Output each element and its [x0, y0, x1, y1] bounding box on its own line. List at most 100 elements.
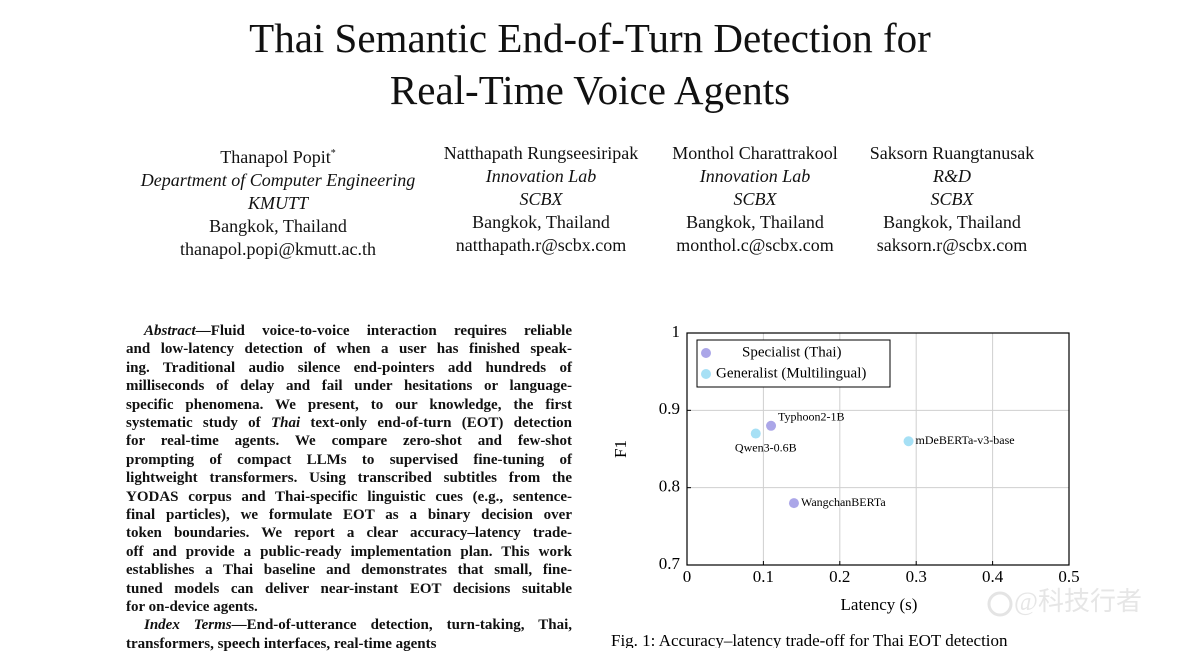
author-block: Thanapol Popit* Department of Computer En…: [138, 142, 418, 261]
abstract-text: final particles), we formulate EOT as a …: [126, 507, 572, 523]
author-department: Innovation Lab: [485, 166, 597, 186]
abstract-text: prompting of compact LLMs to supervised …: [126, 451, 572, 468]
data-point: [788, 498, 799, 509]
author-name-text: Monthol Charattrakool: [672, 143, 838, 163]
author-block: Monthol Charattrakool Innovation Lab SCBX B…: [615, 142, 895, 257]
plot-frame: [686, 332, 1070, 566]
x-tick-label: 0: [683, 567, 692, 586]
abstract-line: prompting of compact LLMs to supervised …: [126, 451, 572, 469]
author-block: Saksorn Ruangtanusak R&D SCBX Bangkok, Thai…: [812, 142, 1092, 257]
abstract-line: token boundaries. We report a clear accu…: [126, 524, 572, 542]
x-tick-label: 0.5: [1058, 567, 1079, 586]
index-terms-label: Index Terms: [144, 617, 232, 634]
y-tick-label: 0.7: [659, 554, 681, 573]
author-location: Bangkok, Thailand: [209, 216, 347, 236]
abstract-text: text-only end-of-turn (EOT) detection: [300, 415, 572, 431]
legend-marker: [701, 348, 711, 358]
abstract-line: for on-device agents.: [126, 598, 572, 616]
point-label: Qwen3-0.6B: [735, 440, 797, 454]
legend-label: Specialist (Thai): [742, 344, 842, 360]
legend-marker: [701, 369, 711, 379]
abstract-line: establishes a Thai baseline and demonstr…: [126, 561, 572, 579]
author-name: Saksorn Ruangtanusak: [812, 142, 1092, 165]
abstract-text: lightweight transformers. Using transcri…: [126, 470, 572, 487]
abstract-text: off and provide a public-ready implement…: [126, 543, 572, 560]
abstract-line: YODAS corpus and Thai-specific linguisti…: [126, 488, 572, 506]
y-axis-label: F1: [611, 440, 630, 458]
legend-label: Generalist (Multilingual): [716, 365, 866, 381]
abstract-text: for on-device agents.: [126, 599, 258, 615]
abstract-line: tuned models can deliver near-instant EO…: [126, 580, 572, 598]
point-label: WangchanBERTa: [801, 495, 886, 509]
author-location: Bangkok, Thailand: [472, 212, 610, 232]
y-tick-label: 0.8: [659, 477, 680, 496]
author-email: saksorn.r@scbx.com: [876, 235, 1028, 255]
abstract-line: milliseconds of delay and fail under hes…: [126, 377, 572, 395]
y-tick-label: 0.9: [659, 399, 680, 418]
data-point: [766, 420, 777, 431]
abstract-text: token boundaries. We report a clear accu…: [126, 525, 572, 542]
abstract-text: establishes a Thai baseline and demonstr…: [126, 562, 572, 579]
author-org: SCBX: [519, 189, 563, 209]
author-org: SCBX: [733, 189, 777, 209]
index-terms-text: —End-of-utterance detection, turn-taking…: [231, 617, 572, 634]
abstract-line: systematic study of Thai text-only end-o…: [126, 414, 572, 432]
abstract-text: and low-latency detection of when a user…: [126, 341, 572, 358]
author-org: SCBX: [930, 189, 974, 209]
abstract-line: and low-latency detection of when a user…: [126, 340, 572, 358]
abstract-text: tuned models can deliver near-instant EO…: [126, 580, 572, 597]
abstract-text: for real-time agents. We compare zero-sh…: [126, 433, 572, 450]
abstract-line: for real-time agents. We compare zero-sh…: [126, 432, 572, 450]
abstract-line: final particles), we formulate EOT as a …: [126, 506, 572, 524]
y-tick-label: 1: [672, 322, 681, 341]
abstract-line: off and provide a public-ready implement…: [126, 543, 572, 561]
author-location: Bangkok, Thailand: [883, 212, 1021, 232]
abstract-line: ing. Traditional audio silence end-point…: [126, 359, 572, 377]
author-mark: *: [330, 148, 336, 159]
author-department: R&D: [933, 166, 971, 186]
x-tick-label: 0.3: [906, 567, 927, 586]
x-tick-label: 0.1: [753, 567, 774, 586]
point-label: Typhoon2-1B: [778, 410, 845, 424]
author-name-text: Natthapath Rungseesiripak: [443, 143, 639, 163]
abstract-text: Thai: [270, 415, 301, 431]
author-email: natthapath.r@scbx.com: [455, 235, 627, 255]
abstract-text: ing. Traditional audio silence end-point…: [126, 359, 572, 376]
author-org: KMUTT: [247, 193, 309, 213]
watermark: @科技行者: [1014, 587, 1142, 616]
abstract-line: lightweight transformers. Using transcri…: [126, 469, 572, 487]
author-name-text: Saksorn Ruangtanusak: [869, 143, 1035, 163]
x-tick-label: 0.4: [982, 567, 1004, 586]
author-name-text: Thanapol Popit: [220, 147, 331, 167]
abstract-label: Abstract: [144, 323, 196, 339]
x-axis-label: Latency (s): [841, 595, 918, 614]
abstract-line: specific phenomena. We present, to our k…: [126, 396, 572, 414]
paper-title: Thai Semantic End-of-Turn Detection for: [249, 15, 931, 61]
abstract-line: Abstract—Fluid voice-to-voice interactio…: [144, 322, 572, 340]
index-terms-line: Index Terms—End-of-utterance detection, …: [144, 616, 572, 634]
x-tick-label: 0.2: [829, 567, 850, 586]
author-location: Bangkok, Thailand: [686, 212, 824, 232]
paper-title: Real-Time Voice Agents: [389, 67, 791, 113]
author-email: thanapol.popi@kmutt.ac.th: [179, 239, 377, 259]
data-point: [903, 436, 914, 447]
author-name: Natthapath Rungseesiripak: [401, 142, 681, 165]
abstract-text: YODAS corpus and Thai-specific linguisti…: [126, 488, 572, 505]
abstract-text: milliseconds of delay and fail under hes…: [126, 378, 572, 395]
author-name: Thanapol Popit*: [138, 142, 418, 169]
author-department: Innovation Lab: [699, 166, 811, 186]
data-point: [750, 428, 761, 439]
abstract-text: specific phenomena. We present, to our k…: [126, 396, 572, 413]
author-department: Department of Computer Engineering: [140, 170, 416, 190]
legend-box: [696, 339, 891, 388]
point-label: mDeBERTa-v3-base: [916, 433, 1015, 447]
author-block: Natthapath Rungseesiripak Innovation Lab S…: [401, 142, 681, 257]
abstract-text: —Fluid voice-to-voice interaction requir…: [195, 323, 572, 339]
author-name: Monthol Charattrakool: [615, 142, 895, 165]
watermark-icon: [987, 591, 1013, 617]
figure-caption: Fig. 1: Accuracy–latency trade-off for T…: [611, 631, 1008, 648]
abstract-text: systematic study of: [126, 415, 271, 431]
author-email: monthol.c@scbx.com: [676, 235, 834, 255]
